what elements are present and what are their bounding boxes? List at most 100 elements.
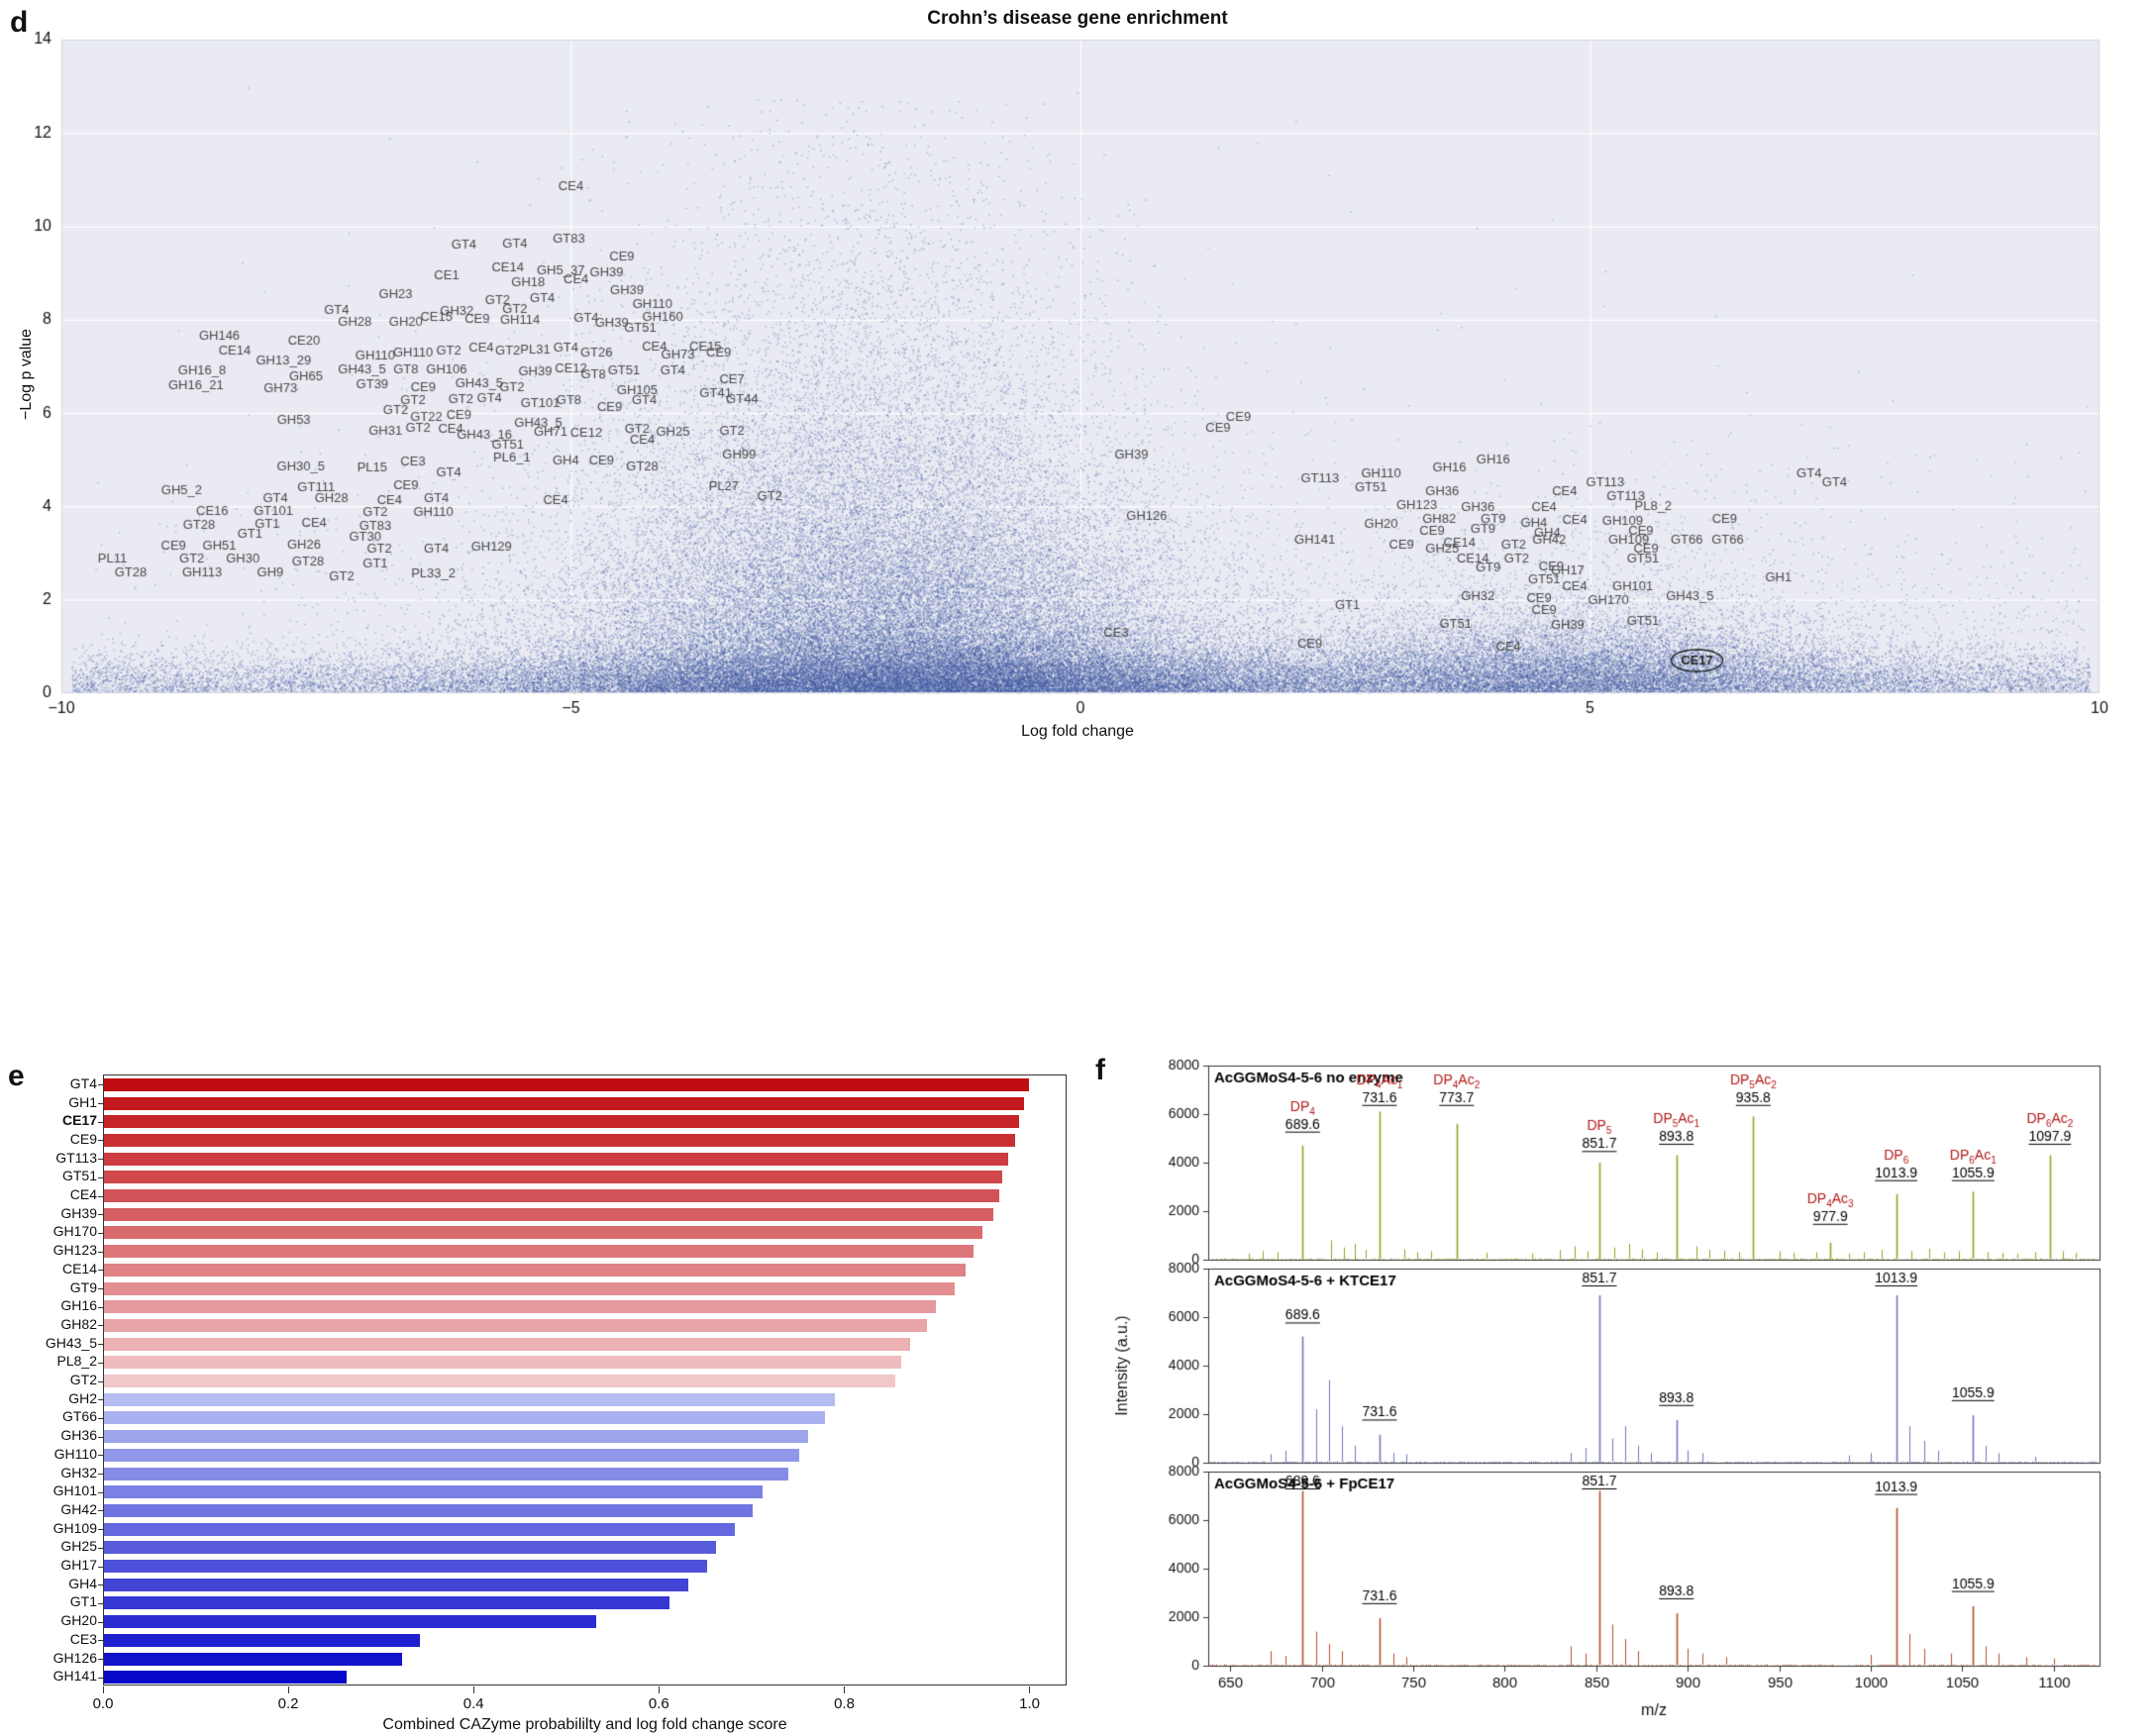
bar-y-tick	[98, 1510, 104, 1512]
tick-mark	[658, 1686, 660, 1693]
bar-y-label-GH126: GH126	[52, 1649, 97, 1666]
bar-y-label-GH2: GH2	[68, 1389, 97, 1406]
bar-GH82	[104, 1318, 927, 1332]
bar-GH20	[104, 1615, 596, 1629]
bar-y-label-GH110: GH110	[53, 1445, 97, 1462]
bar-y-label-GH1: GH1	[68, 1093, 97, 1110]
bar-y-label-GT51: GT51	[61, 1168, 97, 1184]
bar-y-label-GT113: GT113	[55, 1149, 97, 1166]
bar-y-tick	[98, 1417, 104, 1419]
bar-y-tick	[98, 1677, 104, 1679]
volcano-plot	[0, 0, 2155, 723]
bar-y-label-GH101: GH101	[52, 1482, 97, 1499]
bar-y-label-GH39: GH39	[60, 1204, 97, 1221]
bar-GT4	[104, 1077, 1029, 1091]
bar-y-label-GT9: GT9	[69, 1278, 97, 1295]
bar-y-tick	[98, 1566, 104, 1568]
bar-GH101	[104, 1485, 763, 1499]
bar-y-tick	[98, 1529, 104, 1531]
bar-y-label-PL8_2: PL8_2	[56, 1353, 97, 1370]
bar-GT51	[104, 1171, 1003, 1184]
bar-y-tick	[98, 1195, 104, 1197]
bar-y-axis-labels: GT4 GH1 CE17 CE9 GT113 GT51 CE4 GH39 GH170 GH123 C…	[10, 1074, 97, 1685]
bar-y-tick	[98, 1344, 104, 1346]
bar-plot-area	[98, 1074, 1067, 1685]
bar-y-label-CE17: CE17	[61, 1112, 97, 1129]
bar-y-label-GT66: GT66	[61, 1408, 97, 1425]
bar-GH39	[104, 1207, 994, 1221]
bar-y-tick	[98, 1270, 104, 1272]
bar-y-tick	[98, 1602, 104, 1604]
bar-y-tick	[98, 1362, 104, 1364]
panel-e-label: e	[8, 1060, 25, 1092]
bar-y-tick	[98, 1399, 104, 1401]
bar-y-tick	[98, 1547, 104, 1549]
bar-y-tick	[98, 1288, 104, 1289]
bar-GH109	[104, 1522, 735, 1536]
bar-y-tick	[98, 1251, 104, 1253]
bar-y-label-GH42: GH42	[60, 1500, 97, 1517]
bar-y-label-GH25: GH25	[60, 1538, 97, 1555]
bar-y-tick	[98, 1584, 104, 1586]
tick-label: 0.2	[277, 1695, 299, 1712]
bar-y-label-GH82: GH82	[60, 1315, 97, 1332]
bar-CE17	[104, 1115, 1020, 1129]
volcano-x-axis-title: Log fold change	[1021, 723, 1134, 740]
tick-label: 0.8	[834, 1695, 855, 1712]
bar-y-label-GH32: GH32	[60, 1464, 97, 1481]
bar-y-tick	[98, 1103, 104, 1104]
bar-CE9	[104, 1133, 1015, 1147]
bar-GH141	[104, 1671, 347, 1685]
bar-x-axis-ticks: 0.0 0.2 0.4 0.6 0.8 1.0	[93, 1686, 1067, 1716]
bar-y-tick	[98, 1659, 104, 1660]
bar-y-label-GH20: GH20	[60, 1612, 97, 1629]
bar-y-tick	[98, 1121, 104, 1123]
bar-y-tick	[98, 1084, 104, 1086]
bar-CE3	[104, 1633, 421, 1647]
bar-y-tick	[98, 1214, 104, 1216]
bar-y-label-CE9: CE9	[69, 1130, 97, 1147]
bar-x-axis-title: Combined CAZyme probabililty and log fol…	[382, 1716, 787, 1733]
bar-PL8_2	[104, 1356, 901, 1370]
bar-GT9	[104, 1281, 955, 1295]
bar-y-label-GT4: GT4	[69, 1074, 97, 1091]
bar-GH123	[104, 1245, 974, 1259]
bar-y-tick	[98, 1306, 104, 1308]
bar-GH42	[104, 1503, 754, 1517]
bar-y-tick	[98, 1232, 104, 1234]
bar-y-label-GH123: GH123	[52, 1242, 97, 1259]
bar-y-tick	[98, 1325, 104, 1327]
tick-label: 0.6	[648, 1695, 669, 1712]
bar-y-label-GH170: GH170	[52, 1223, 97, 1240]
tick-label: 0.4	[462, 1695, 484, 1712]
bar-y-label-GH141: GH141	[52, 1668, 97, 1685]
bar-y-tick	[98, 1455, 104, 1457]
bar-y-tick	[98, 1491, 104, 1493]
volcano-y-axis-title: −Log p value	[18, 328, 35, 420]
bar-GT66	[104, 1411, 826, 1425]
mass-spectra-plot	[1089, 1052, 2155, 1736]
bar-GH16	[104, 1300, 937, 1314]
bar-CE4	[104, 1189, 999, 1202]
bar-y-tick	[98, 1159, 104, 1161]
tick-mark	[287, 1686, 289, 1693]
tick-mark	[472, 1686, 474, 1693]
bar-GH170	[104, 1226, 982, 1240]
bar-GH32	[104, 1467, 788, 1481]
bar-GT113	[104, 1152, 1009, 1166]
bar-y-label-GH43_5: GH43_5	[45, 1334, 97, 1351]
bar-y-tick	[98, 1380, 104, 1382]
bar-CE14	[104, 1263, 967, 1276]
tick-mark	[844, 1686, 845, 1693]
bar-GH4	[104, 1578, 689, 1591]
bar-GH17	[104, 1560, 707, 1573]
bar-GH126	[104, 1652, 402, 1666]
bar-y-label-GH4: GH4	[68, 1575, 97, 1591]
bar-GH25	[104, 1541, 717, 1555]
bar-y-label-GH36: GH36	[60, 1427, 97, 1444]
bar-y-tick	[98, 1621, 104, 1623]
bar-y-label-GH17: GH17	[60, 1557, 97, 1573]
bar-GH43_5	[104, 1337, 911, 1351]
bar-y-tick	[98, 1140, 104, 1142]
